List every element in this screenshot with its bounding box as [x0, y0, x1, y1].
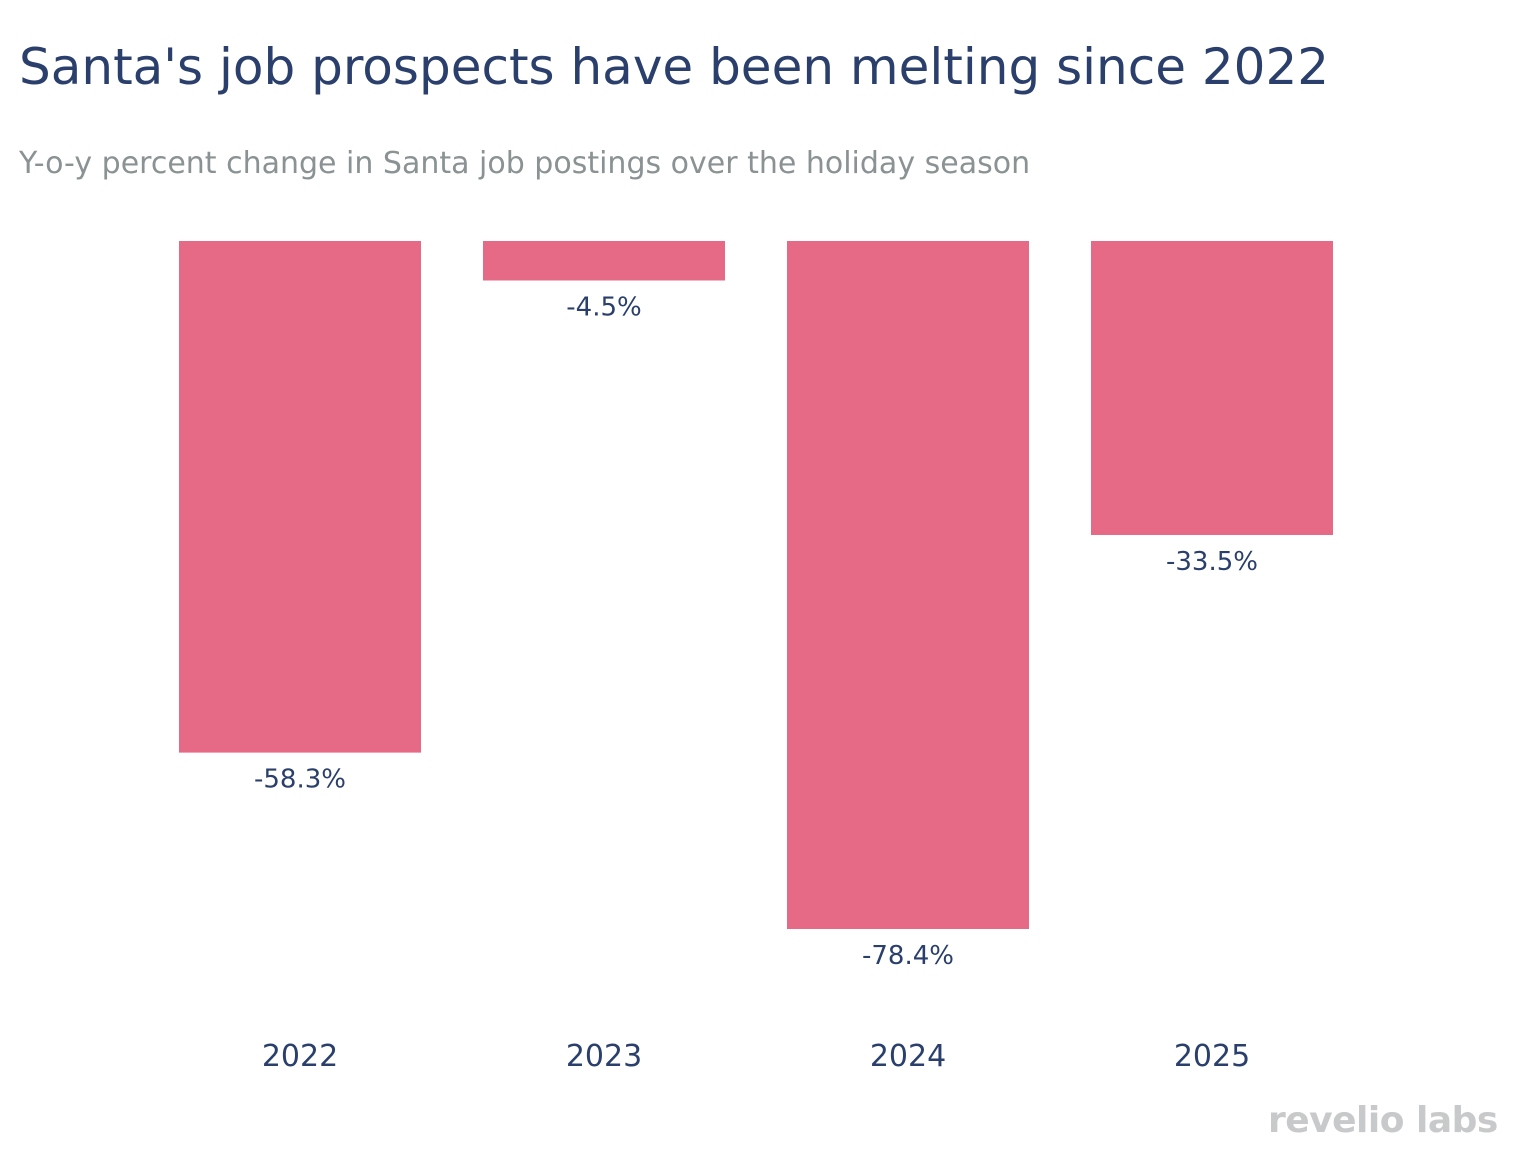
chart-subtitle: Y-o-y percent change in Santa job postin… [19, 146, 1031, 181]
chart-title: Santa's job prospects have been melting … [19, 38, 1330, 96]
bar-2023 [483, 241, 725, 281]
bar-2022 [179, 241, 421, 753]
data-label-2025: -33.5% [1166, 547, 1258, 577]
data-label-2022: -58.3% [254, 765, 346, 795]
data-label-2024: -78.4% [862, 941, 954, 971]
revelio-labs-logo: revelio labs [1268, 1100, 1498, 1141]
x-tick-label-2023: 2023 [566, 1039, 642, 1074]
data-label-2023: -4.5% [566, 292, 641, 322]
bar-2025 [1091, 241, 1333, 535]
x-tick-label-2025: 2025 [1174, 1039, 1250, 1074]
x-tick-label-2024: 2024 [870, 1039, 946, 1074]
bar-2024 [787, 241, 1029, 929]
x-tick-label-2022: 2022 [262, 1039, 338, 1074]
